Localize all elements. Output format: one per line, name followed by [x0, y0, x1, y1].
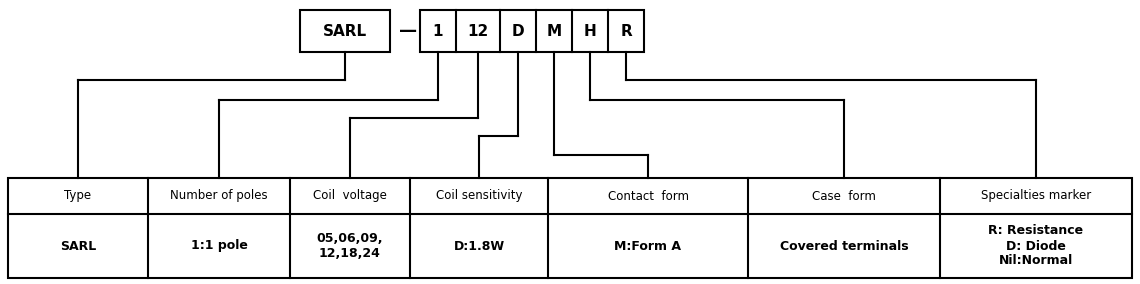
Text: R: R: [620, 24, 632, 39]
Text: 1:1 pole: 1:1 pole: [190, 239, 247, 252]
Bar: [420, 10, 644, 52]
Text: Covered terminals: Covered terminals: [780, 239, 909, 252]
Text: M: M: [546, 24, 562, 39]
Text: 1: 1: [433, 24, 443, 39]
Text: 12: 12: [467, 24, 489, 39]
Text: D: D: [512, 24, 524, 39]
Text: Specialties marker: Specialties marker: [980, 189, 1091, 202]
Text: H: H: [584, 24, 596, 39]
Text: Coil  voltage: Coil voltage: [314, 189, 386, 202]
Text: Type: Type: [65, 189, 91, 202]
Text: D:1.8W: D:1.8W: [454, 239, 505, 252]
Text: —: —: [399, 22, 417, 40]
Text: M:Form A: M:Form A: [614, 239, 682, 252]
Text: Case  form: Case form: [812, 189, 876, 202]
Bar: [8, 178, 1132, 278]
Text: R: Resistance
D: Diode
Nil:Normal: R: Resistance D: Diode Nil:Normal: [988, 224, 1083, 268]
Text: Contact  form: Contact form: [608, 189, 689, 202]
Text: Coil sensitivity: Coil sensitivity: [435, 189, 522, 202]
Text: Number of poles: Number of poles: [170, 189, 268, 202]
Bar: [300, 10, 390, 52]
Text: 05,06,09,
12,18,24: 05,06,09, 12,18,24: [317, 232, 383, 260]
Text: SARL: SARL: [323, 24, 367, 39]
Text: SARL: SARL: [60, 239, 96, 252]
